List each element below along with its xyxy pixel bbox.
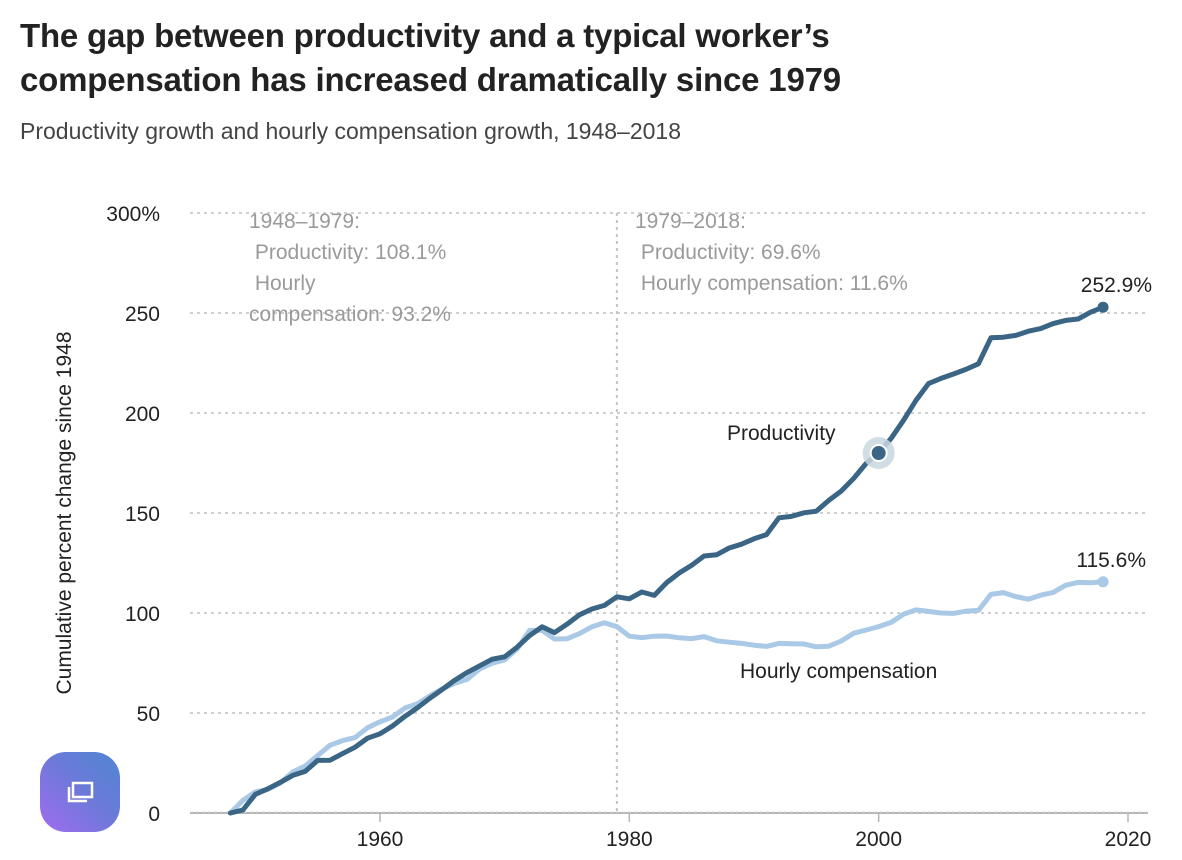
y-tick-label: 250 xyxy=(125,303,160,326)
highlight-point-productivity-2000[interactable] xyxy=(869,444,888,462)
annotation-line: Productivity: 108.1% xyxy=(249,241,446,264)
chart-title: The gap between productivity and a typic… xyxy=(20,14,841,102)
y-tick-label: 200 xyxy=(125,403,160,426)
copy-window-icon xyxy=(67,781,94,803)
series-line-productivity xyxy=(227,304,1106,816)
x-tick-label: 2020 xyxy=(1105,828,1152,851)
grid-lines xyxy=(190,212,1148,814)
y-tick-label: 100 xyxy=(125,603,160,626)
chart-subtitle: Productivity growth and hourly compensat… xyxy=(20,118,682,144)
annotation-1948-1979: 1948–1979: Productivity: 108.1% Hourly co… xyxy=(249,210,451,326)
x-tick-label: 2000 xyxy=(855,828,902,851)
annotation-line: compensation: 93.2% xyxy=(249,303,451,326)
series-label-hourly-compensation: Hourly compensation xyxy=(740,660,937,683)
y-tick-label: 150 xyxy=(125,503,160,526)
end-label-productivity: 252.9% xyxy=(1081,274,1152,297)
end-point-hourly-compensation xyxy=(1097,576,1109,588)
x-tick-labels: 1960 1980 2000 2020 xyxy=(357,814,1152,851)
series-line-hourly-compensation xyxy=(227,579,1106,816)
series-label-productivity: Productivity xyxy=(727,422,836,445)
y-axis-title: Cumulative percent change since 1948 xyxy=(53,331,76,694)
annotation-1979-2018: 1979–2018: Productivity: 69.6% Hourly co… xyxy=(635,210,908,295)
annotation-line: 1979–2018: xyxy=(635,210,746,233)
end-point-productivity xyxy=(1097,301,1109,313)
y-tick-label: 50 xyxy=(137,703,160,726)
title-line-1: The gap between productivity and a typic… xyxy=(20,17,830,54)
x-tick-label: 1960 xyxy=(357,828,404,851)
y-tick-label: 300% xyxy=(106,203,160,226)
annotation-line: Productivity: 69.6% xyxy=(635,241,821,264)
annotation-line: 1948–1979: xyxy=(249,210,360,233)
floating-action-button[interactable] xyxy=(40,752,120,832)
y-tick-labels: 0 50 100 150 200 250 300% xyxy=(106,203,160,826)
annotation-line: Hourly xyxy=(249,272,316,295)
x-tick-label: 1980 xyxy=(606,828,653,851)
annotation-line: Hourly compensation: 11.6% xyxy=(635,272,908,295)
y-tick-label: 0 xyxy=(148,803,160,826)
title-line-2: compensation has increased dramatically … xyxy=(20,61,841,98)
end-label-hourly-compensation: 115.6% xyxy=(1076,549,1146,572)
